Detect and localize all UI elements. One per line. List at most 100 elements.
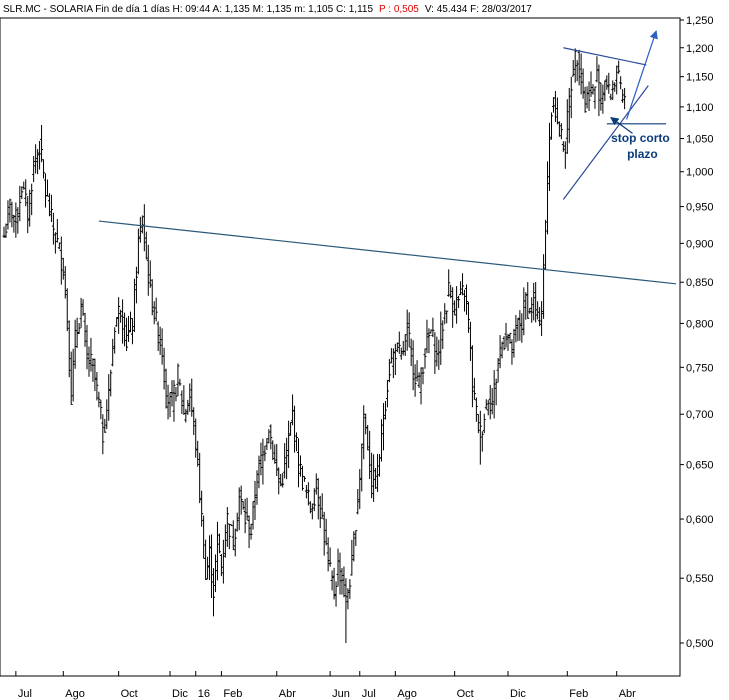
ohlc-bar [322, 511, 326, 556]
ohlc-bar [603, 80, 607, 102]
ohlc-bar [162, 347, 166, 390]
ohlc-bar [200, 490, 204, 527]
ohlc-bar [188, 383, 192, 412]
ohlc-bar [340, 568, 344, 595]
ohlc-bar [168, 392, 172, 418]
ohlc-bar [320, 493, 324, 519]
ohlc-bar [559, 123, 563, 140]
ohlc-bar [609, 93, 613, 101]
ohlc-bar [579, 53, 583, 95]
ohlc-bar [613, 82, 617, 92]
ohlc-bar [482, 413, 486, 434]
ohlc-bar [468, 321, 472, 361]
ohlc-bar [352, 531, 356, 562]
ohlc-bar [553, 90, 557, 123]
ohlc-bar [229, 524, 233, 527]
x-tick-label: Oct [121, 688, 138, 700]
ohlc-bar [526, 282, 530, 319]
ohlc-bar [544, 219, 548, 270]
ohlc-bar [293, 405, 297, 453]
ohlc-bar [180, 390, 184, 415]
ohlc-bar [134, 266, 138, 304]
ohlc-bar [538, 306, 542, 327]
y-tick-label: 0,900 [686, 238, 714, 250]
ohlc-bar [275, 444, 279, 477]
ohlc-bar [178, 378, 182, 386]
ohlc-bar [121, 299, 125, 344]
ohlc-bar [383, 400, 387, 420]
ohlc-bar [364, 413, 368, 435]
arrow-2 [610, 117, 633, 134]
y-tick-label: 1,250 [686, 15, 714, 27]
ohlc-bar [223, 524, 227, 558]
trendline-1 [98, 220, 677, 285]
ohlc-bar [376, 453, 380, 493]
ohlc-bar [518, 310, 522, 341]
ohlc-bar [202, 515, 206, 559]
ohlc-bar [271, 440, 275, 461]
ohlc-bar [372, 454, 376, 502]
ohlc-bar [530, 297, 534, 323]
chart-header-text: SLR.MC - SOLARIA Fin de día 1 días H: 09… [3, 4, 373, 15]
ohlc-bar [208, 535, 212, 581]
ohlc-bar [391, 348, 395, 379]
chart-header: SLR.MC - SOLARIA Fin de día 1 días H: 09… [3, 4, 532, 15]
y-tick-label: 0,650 [686, 460, 714, 472]
ohlc-bar [26, 196, 30, 234]
ohlc-bar [24, 179, 28, 207]
chart-header-change: P : 0,505 [379, 4, 419, 15]
ohlc-bar [140, 215, 144, 234]
ohlc-bar [617, 60, 621, 74]
ohlc-bar [99, 399, 103, 420]
ohlc-bar [381, 403, 385, 451]
ohlc-bar [474, 397, 478, 422]
ohlc-bar [399, 347, 403, 360]
ohlc-bar [328, 547, 332, 567]
ohlc-bar [524, 292, 528, 320]
ohlc-bar [73, 319, 77, 369]
ohlc-bar [563, 141, 567, 169]
ohlc-bar [2, 226, 6, 239]
ohlc-bar [330, 570, 334, 591]
ohlc-bar [567, 87, 571, 144]
ohlc-bar [85, 324, 89, 370]
ohlc-bar [316, 478, 320, 520]
ohlc-bar [306, 482, 310, 506]
ohlc-bar [101, 414, 105, 455]
ohlc-bar [611, 80, 615, 100]
ohlc-bar [14, 202, 18, 238]
ohlc-bar [146, 244, 150, 296]
ohlc-bar [267, 429, 271, 444]
ohlc-bar [176, 363, 180, 397]
ohlc-bar [457, 295, 461, 308]
ohlc-bar [142, 204, 146, 252]
ohlc-bar [407, 312, 411, 348]
ohlc-bar [63, 266, 67, 299]
ohlc-bar [310, 503, 314, 520]
ohlc-bar [504, 322, 508, 348]
ohlc-bar [411, 340, 415, 391]
ohlc-bar [451, 287, 455, 328]
ohlc-bar [127, 315, 131, 342]
ohlc-bar [132, 278, 136, 333]
ohlc-bar [415, 360, 419, 382]
ohlc-bar [484, 399, 488, 410]
ohlc-bar [508, 332, 512, 344]
ohlc-bar [57, 242, 61, 250]
ohlc-bar [289, 421, 293, 436]
ohlc-bar [196, 440, 200, 467]
ohlc-bar [464, 284, 468, 315]
ohlc-bar [447, 269, 451, 297]
x-tick-label: Abr [279, 688, 296, 700]
ohlc-bar [607, 72, 611, 94]
ohlc-bar [215, 521, 219, 581]
ohlc-bar [419, 367, 423, 405]
ohlc-bar [261, 438, 265, 485]
ohlc-bar [257, 455, 261, 489]
ohlc-bar [123, 312, 127, 347]
ohlc-bar [172, 380, 176, 422]
x-tick-label: Jul [362, 688, 376, 700]
ohlc-bar [184, 408, 188, 423]
ohlc-bar [397, 331, 401, 354]
ohlc-bar [470, 345, 474, 408]
